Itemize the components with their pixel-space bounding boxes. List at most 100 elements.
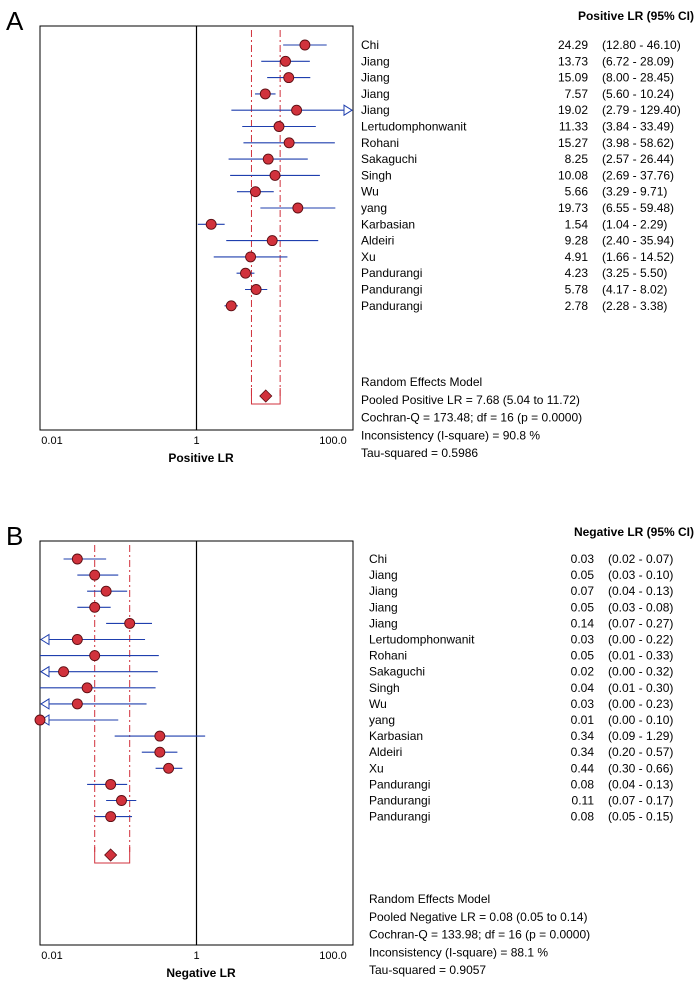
study-estimate-value: 10.08 <box>558 168 588 182</box>
study-name: yang <box>361 201 387 215</box>
study-estimate-value: 5.78 <box>565 283 589 297</box>
study-ci-value: (2.57 - 26.44) <box>602 152 674 166</box>
study-ci-value: (12.80 - 46.10) <box>602 38 681 52</box>
study-ci-value: (0.00 - 0.10) <box>608 713 673 727</box>
study-name: Xu <box>369 761 384 775</box>
study-row: Karbasian 1.54 (1.04 - 2.29) <box>197 217 667 231</box>
study-ci-value: (2.79 - 129.40) <box>602 103 681 117</box>
study-point-estimate <box>105 811 117 823</box>
study-ci-value: (0.07 - 0.17) <box>608 794 673 808</box>
study-point-estimate <box>205 218 217 230</box>
study-name: Chi <box>369 552 387 566</box>
summary-statistic: Pooled Negative LR = 0.08 (0.05 to 0.14) <box>369 910 587 924</box>
study-row: Jiang 0.05 (0.03 - 0.08) <box>77 600 673 614</box>
study-estimate-value: 0.11 <box>572 794 595 808</box>
study-point-estimate <box>225 300 237 312</box>
study-row: Jiang 0.05 (0.03 - 0.10) <box>77 568 673 582</box>
study-ci-value: (0.04 - 0.13) <box>608 584 673 598</box>
pooled-estimate-diamond <box>259 389 273 403</box>
study-row: Lertudomphonwanit 11.33 (3.84 - 33.49) <box>242 120 674 134</box>
study-name: Jiang <box>369 600 398 614</box>
study-estimate-value: 0.05 <box>571 649 595 663</box>
study-row: Jiang 7.57 (5.60 - 10.24) <box>255 87 674 101</box>
study-estimate-value: 11.33 <box>559 120 588 134</box>
study-name: Jiang <box>369 568 398 582</box>
study-point-estimate <box>71 698 83 710</box>
study-point-estimate <box>154 730 166 742</box>
study-ci-value: (0.01 - 0.33) <box>608 649 673 663</box>
study-point-estimate <box>154 746 166 758</box>
study-ci-value: (0.03 - 0.10) <box>608 568 673 582</box>
summary-statistic: Cochran-Q = 133.98; df = 16 (p = 0.0000) <box>369 928 590 942</box>
study-estimate-value: 2.78 <box>565 299 589 313</box>
study-row: Sakaguchi 0.02 (0.00 - 0.32) <box>40 665 673 679</box>
study-point-estimate <box>245 251 257 263</box>
ci-left-arrow <box>40 665 50 678</box>
study-name: Singh <box>361 168 392 182</box>
study-estimate-value: 0.08 <box>571 777 595 791</box>
study-ci-value: (0.30 - 0.66) <box>608 761 673 775</box>
study-point-estimate <box>124 617 136 629</box>
study-estimate-value: 15.09 <box>558 71 588 85</box>
study-estimate-value: 4.23 <box>565 266 589 280</box>
study-point-estimate <box>116 795 127 806</box>
study-point-estimate <box>283 137 295 149</box>
study-name: Jiang <box>361 103 390 117</box>
study-ci-value: (0.05 - 0.15) <box>608 810 673 824</box>
study-row: yang 0.01 (0.00 - 0.10) <box>34 713 673 727</box>
study-ci-value: (0.03 - 0.08) <box>608 600 673 614</box>
study-point-estimate <box>259 88 271 100</box>
study-estimate-value: 5.66 <box>565 185 589 199</box>
x-tick-label: 100.0 <box>319 435 347 447</box>
study-ci-value: (0.20 - 0.57) <box>608 745 673 759</box>
study-estimate-value: 9.28 <box>565 234 589 248</box>
study-ci-value: (0.00 - 0.23) <box>608 697 673 711</box>
study-ci-value: (6.55 - 59.48) <box>602 201 674 215</box>
summary-statistic: Inconsistency (I-square) = 88.1 % <box>369 945 548 959</box>
pooled-bracket <box>94 847 131 864</box>
study-estimate-value: 7.57 <box>565 87 589 101</box>
study-ci-value: (0.00 - 0.22) <box>608 633 673 647</box>
study-row: Wu 5.66 (3.29 - 9.71) <box>236 185 667 199</box>
study-estimate-value: 0.02 <box>571 665 595 679</box>
study-ci-value: (6.72 - 28.09) <box>602 54 674 68</box>
study-row: Pandurangi 5.78 (4.17 - 8.02) <box>245 283 667 297</box>
study-name: Jiang <box>361 71 390 85</box>
study-estimate-value: 13.73 <box>558 54 588 68</box>
study-estimate-value: 0.01 <box>571 713 595 727</box>
ci-right-arrow <box>343 104 353 117</box>
study-row: Xu 4.91 (1.66 - 14.52) <box>213 250 674 264</box>
study-row: Sakaguchi 8.25 (2.57 - 26.44) <box>228 152 674 166</box>
study-point-estimate <box>71 553 83 565</box>
x-tick-label: 0.01 <box>41 950 62 962</box>
study-row: Karbasian 0.34 (0.09 - 1.29) <box>114 729 673 743</box>
study-ci-value: (1.04 - 2.29) <box>602 217 667 231</box>
study-ci-value: (3.98 - 58.62) <box>602 136 674 150</box>
study-point-estimate <box>89 650 101 662</box>
x-tick-label: 0.01 <box>41 435 62 447</box>
study-point-estimate <box>100 585 112 597</box>
ci-left-arrow <box>40 697 50 710</box>
study-estimate-value: 0.14 <box>571 616 595 630</box>
study-name: Jiang <box>361 87 390 101</box>
study-name: Chi <box>361 38 379 52</box>
study-row: Pandurangi 4.23 (3.25 - 5.50) <box>236 266 667 280</box>
study-estimate-value: 0.03 <box>571 552 595 566</box>
study-row: Jiang 13.73 (6.72 - 28.09) <box>261 54 674 68</box>
study-ci-value: (0.01 - 0.30) <box>608 681 673 695</box>
panel-label: A <box>6 6 24 36</box>
study-estimate-value: 0.03 <box>571 697 595 711</box>
study-estimate-value: 0.44 <box>571 761 595 775</box>
study-name: Pandurangi <box>361 299 422 313</box>
study-point-estimate <box>266 235 278 247</box>
study-point-estimate <box>292 202 304 214</box>
study-row: Jiang 0.14 (0.07 - 0.27) <box>106 616 673 630</box>
study-row: Chi 0.03 (0.02 - 0.07) <box>63 552 673 566</box>
study-estimate-value: 0.07 <box>571 584 595 598</box>
study-point-estimate <box>34 714 46 726</box>
study-ci-value: (0.04 - 0.13) <box>608 777 673 791</box>
study-ci-value: (4.17 - 8.02) <box>602 283 667 297</box>
study-name: Singh <box>369 681 400 695</box>
study-name: Sakaguchi <box>361 152 417 166</box>
study-estimate-value: 0.34 <box>571 729 595 743</box>
